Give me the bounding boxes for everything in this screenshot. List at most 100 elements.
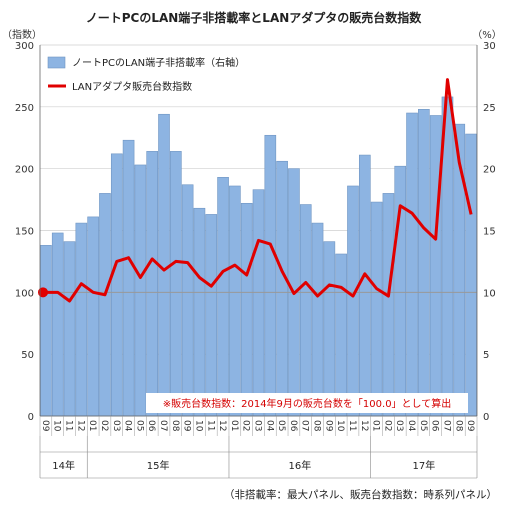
month-label: 09 <box>182 420 192 432</box>
month-label: 10 <box>52 420 62 432</box>
month-label: 04 <box>406 420 416 432</box>
month-label: 01 <box>371 420 381 431</box>
bar <box>134 164 147 417</box>
line-series-path <box>45 78 473 303</box>
left-tick-label: 100 <box>15 288 34 299</box>
bar <box>347 185 359 417</box>
bar <box>418 109 430 417</box>
month-label: 11 <box>347 420 357 431</box>
bar <box>40 245 52 417</box>
right-axis-label: （%） <box>472 29 502 41</box>
year-label: 14年 <box>52 459 75 472</box>
month-label: 09 <box>323 420 333 432</box>
left-tick-label: 200 <box>15 165 34 176</box>
month-label: 02 <box>99 420 109 431</box>
bar <box>252 189 265 417</box>
annotation-box <box>146 393 468 413</box>
month-label: 05 <box>418 420 428 431</box>
bar <box>110 153 123 417</box>
month-label: 07 <box>158 420 168 431</box>
bar <box>335 253 347 417</box>
annotation: ※販売台数指数：2014年9月の販売台数を「100.0」として算出 <box>146 393 468 413</box>
bar <box>299 204 312 417</box>
bar <box>63 241 76 417</box>
month-label: 04 <box>264 420 274 432</box>
month-label: 03 <box>111 420 121 431</box>
month-label: 08 <box>170 420 180 432</box>
month-label: 02 <box>382 420 392 431</box>
month-label: 12 <box>359 420 369 431</box>
bar <box>323 241 336 417</box>
legend: ノートPCのLAN端子非搭載率（右軸） LANアダプタ販売台数指数 <box>47 56 245 93</box>
month-label: 02 <box>241 420 251 431</box>
month-label: 03 <box>394 420 404 431</box>
month-label: 03 <box>253 420 263 431</box>
bar <box>205 214 218 417</box>
bar <box>181 184 194 417</box>
bar <box>358 154 371 417</box>
bar <box>382 193 395 417</box>
month-label: 07 <box>441 420 451 431</box>
line-series <box>38 78 473 303</box>
legend-bar-label: ノートPCのLAN端子非搭載率（右軸） <box>72 56 245 69</box>
month-label: 08 <box>453 420 463 432</box>
right-tick-label: 5 <box>483 350 489 361</box>
month-label: 05 <box>276 420 286 431</box>
bar <box>406 112 418 417</box>
month-label: 08 <box>312 420 322 432</box>
bar <box>264 134 277 417</box>
month-label: 11 <box>64 420 74 431</box>
year-label: 16年 <box>288 459 311 472</box>
bar <box>229 185 241 417</box>
month-label: 10 <box>193 420 203 432</box>
bar <box>193 207 206 417</box>
bar-series <box>40 96 477 417</box>
right-tick-label: 20 <box>483 165 496 176</box>
right-tick-label: 15 <box>483 227 496 238</box>
month-label: 11 <box>205 420 215 431</box>
year-label: 17年 <box>412 459 435 472</box>
bar <box>99 193 111 417</box>
month-label: 12 <box>75 420 85 431</box>
month-label: 01 <box>229 420 239 431</box>
line-start-marker <box>38 287 48 298</box>
right-tick-label: 30 <box>483 41 496 52</box>
month-label: 09 <box>465 420 475 432</box>
legend-bar-swatch <box>47 56 66 69</box>
month-label: 06 <box>430 420 440 432</box>
month-label: 04 <box>123 420 133 432</box>
month-label: 06 <box>288 420 298 432</box>
year-label: 15年 <box>147 459 170 472</box>
bar <box>465 133 477 417</box>
month-label: 07 <box>300 420 310 431</box>
annotation-text: ※販売台数指数：2014年9月の販売台数を「100.0」として算出 <box>163 397 452 410</box>
bar <box>146 151 159 417</box>
left-axis-label: （指数） <box>2 28 42 41</box>
right-tick-label: 0 <box>483 412 489 423</box>
bar <box>429 115 442 417</box>
bar <box>170 151 182 417</box>
bar <box>370 201 383 417</box>
bar <box>75 222 88 417</box>
right-tick-label: 10 <box>483 288 496 299</box>
chart-title: ノートPCのLAN端子非搭載率とLANアダプタの販売台数指数 <box>85 11 422 25</box>
month-label: 09 <box>40 420 50 432</box>
left-tick-label: 50 <box>21 350 34 361</box>
bar <box>87 216 99 417</box>
bar <box>311 222 324 417</box>
bar <box>240 202 253 417</box>
bar <box>217 177 229 417</box>
left-tick-label: 300 <box>15 41 34 52</box>
left-tick-label: 0 <box>28 412 34 423</box>
bar <box>122 139 135 417</box>
bar <box>276 160 288 417</box>
month-label: 05 <box>134 420 144 431</box>
month-label: 10 <box>335 420 345 432</box>
left-tick-label: 150 <box>15 227 34 238</box>
month-label: 12 <box>217 420 227 431</box>
bar <box>51 232 64 417</box>
right-tick-label: 25 <box>483 103 496 114</box>
bar <box>394 165 407 417</box>
